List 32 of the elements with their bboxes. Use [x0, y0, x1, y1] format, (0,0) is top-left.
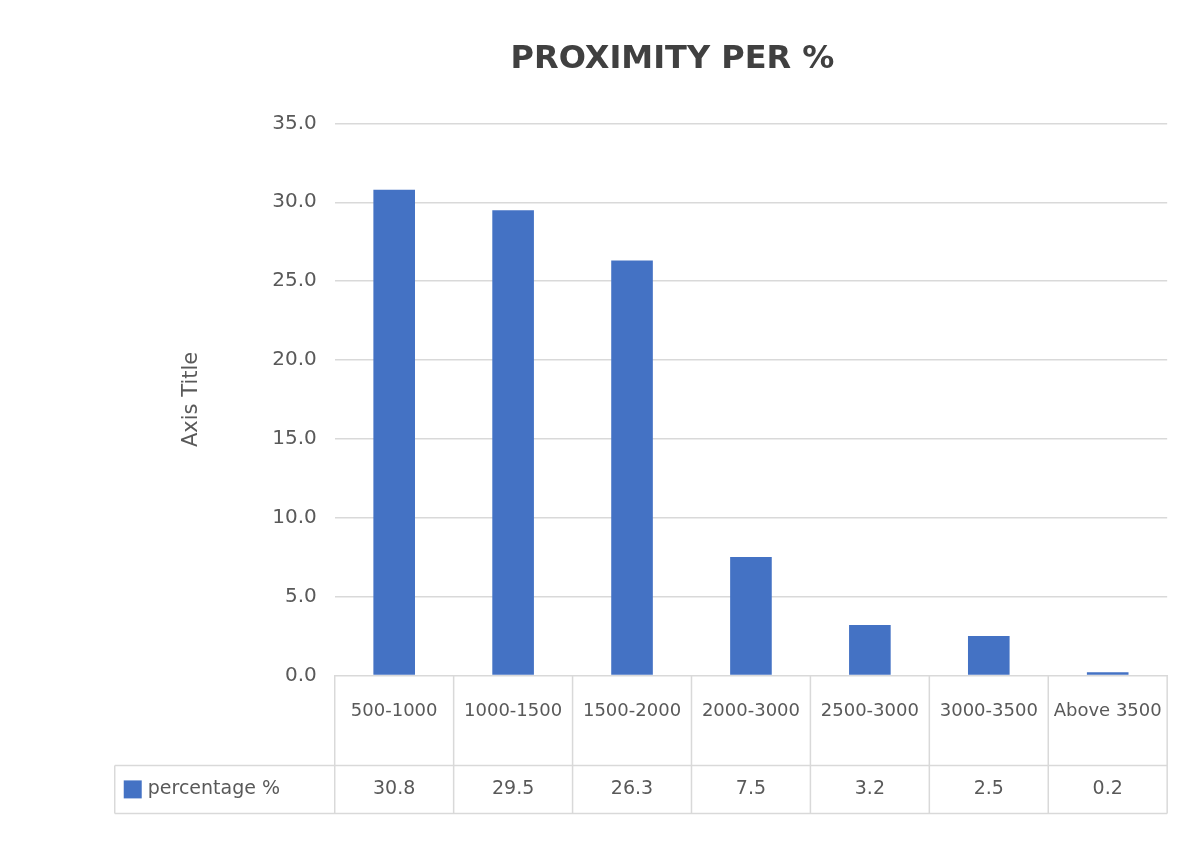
data-label: 30.8: [373, 776, 416, 799]
x-tick-label: 3000-3500: [939, 698, 1038, 720]
bar: [849, 624, 891, 675]
y-tick-label: 25.0: [272, 267, 317, 292]
y-tick-label: 30.0: [272, 188, 317, 213]
y-tick-label: 15.0: [272, 425, 317, 450]
y-tick-label: 5.0: [284, 582, 317, 607]
chart-title: PROXIMITY PER %: [510, 37, 835, 76]
data-label: 2.5: [973, 776, 1004, 799]
x-tick-label: 1000-1500: [464, 698, 563, 720]
data-label: 0.2: [1092, 776, 1123, 799]
bar: [611, 260, 653, 675]
bar: [730, 557, 772, 675]
bar: [492, 210, 534, 675]
data-label: 3.2: [854, 776, 885, 799]
y-tick-label: 20.0: [272, 346, 317, 371]
bar: [373, 189, 415, 675]
bar: [967, 635, 1010, 675]
x-tick-label: 2500-3000: [820, 698, 919, 720]
bar: [1086, 672, 1129, 675]
y-axis-title: Axis Title: [178, 351, 203, 448]
x-tick-label: 500-1000: [350, 698, 438, 720]
x-tick-label: Above 3500: [1053, 698, 1162, 720]
y-tick-label: 0.0: [284, 661, 317, 686]
data-label: 26.3: [610, 776, 654, 799]
data-label: 7.5: [735, 776, 767, 799]
data-label: 29.5: [491, 776, 535, 799]
y-tick-label: 10.0: [272, 503, 317, 528]
y-tick-label: 35.0: [272, 109, 317, 134]
legend-label: percentage %: [147, 776, 280, 799]
x-tick-label: 1500-2000: [582, 698, 682, 720]
x-tick-label: 2000-3000: [701, 698, 801, 720]
